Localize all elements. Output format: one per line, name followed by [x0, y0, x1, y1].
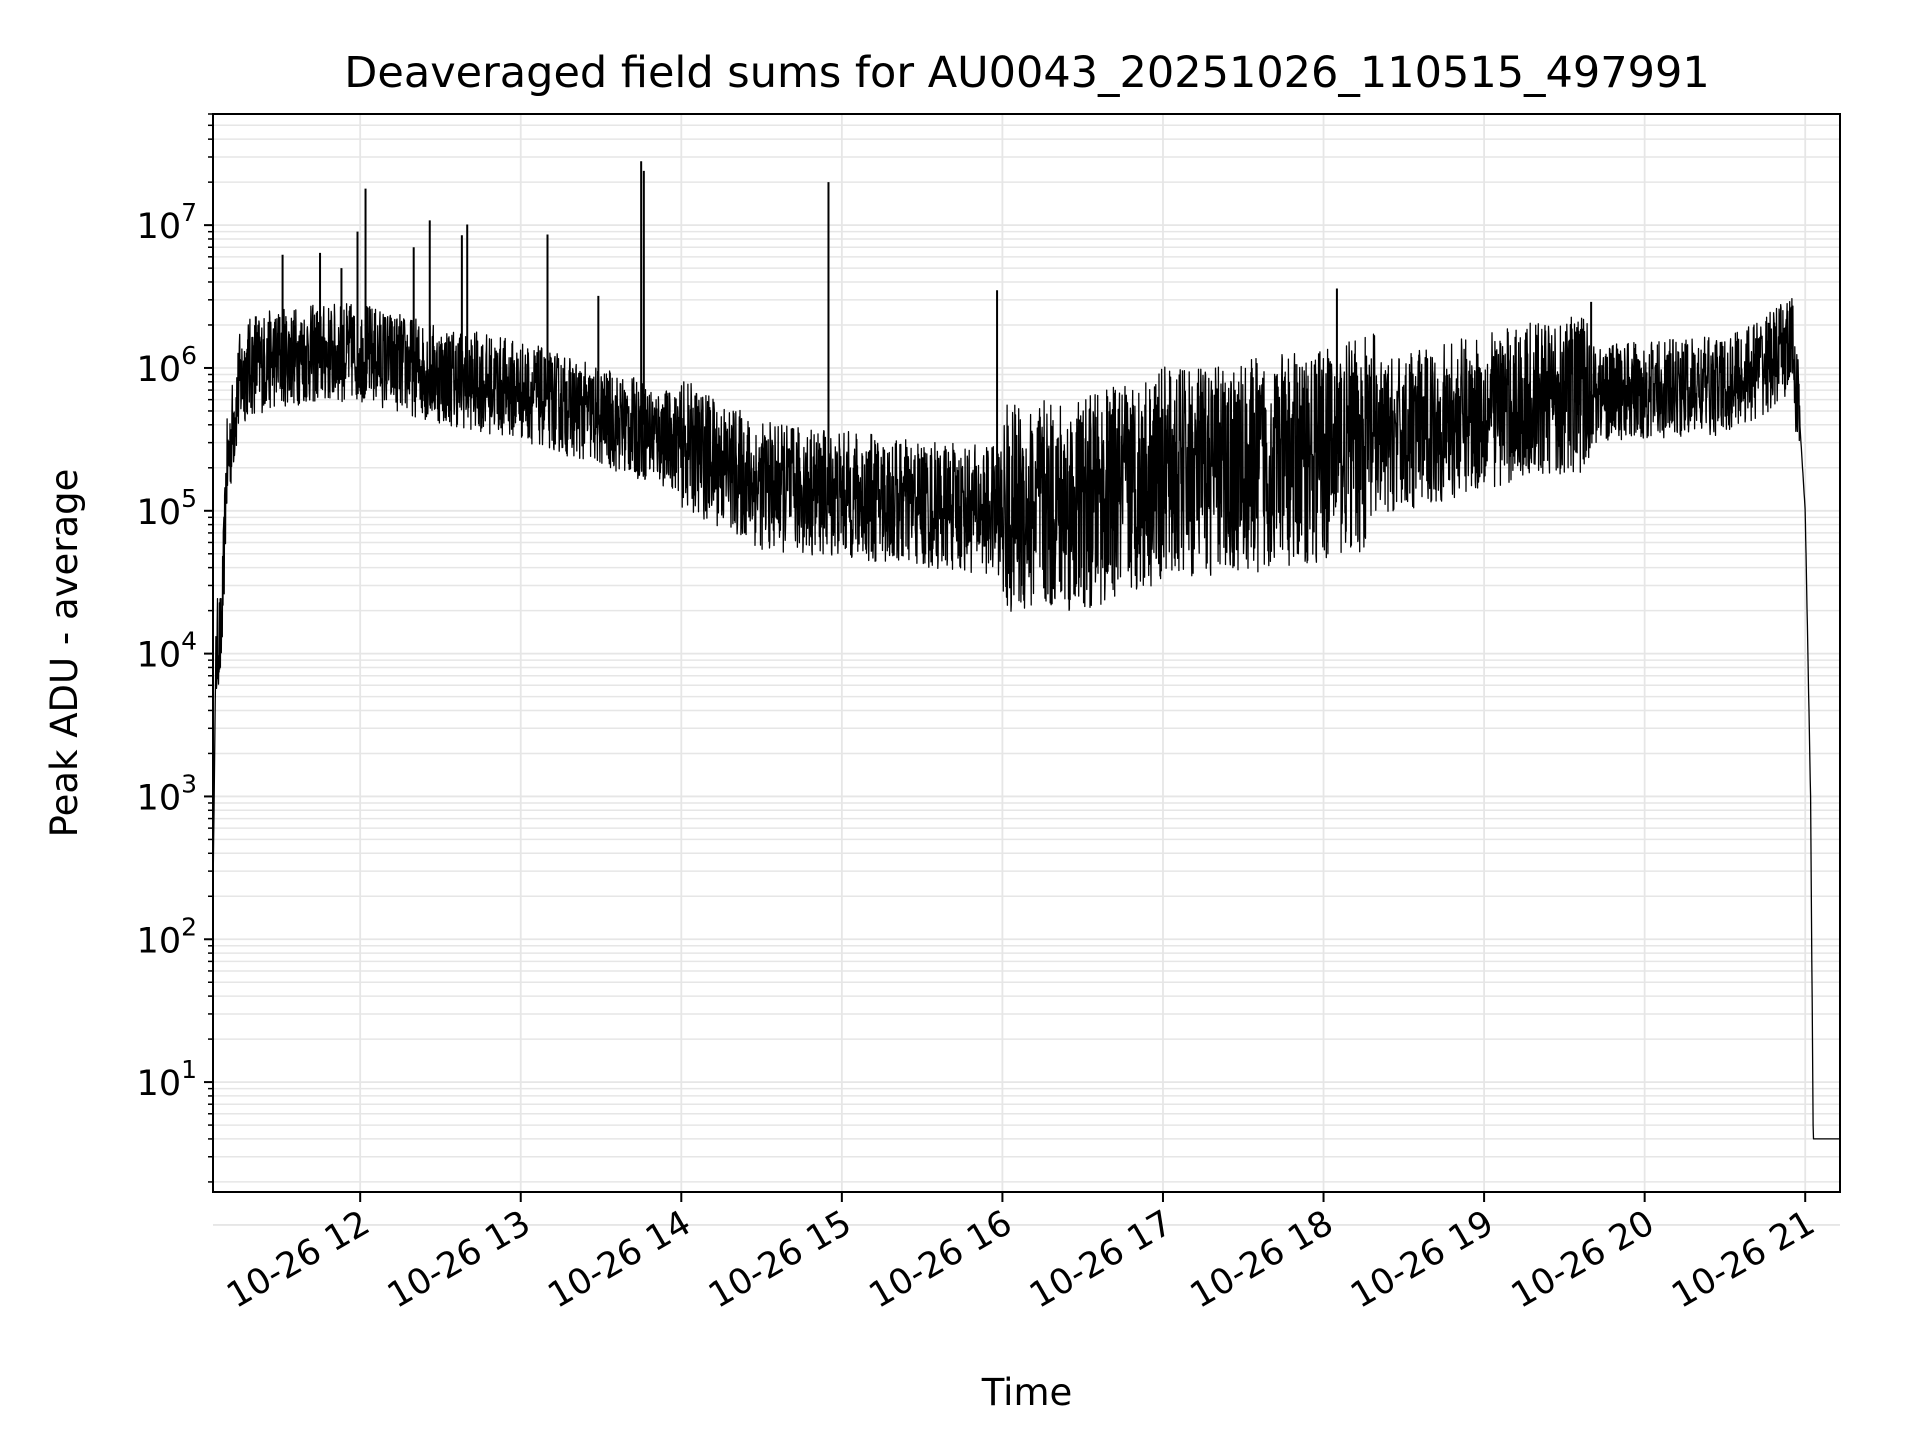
plot-area	[212, 113, 1841, 1226]
y-tick-label: 102	[137, 912, 197, 961]
x-axis-label: Time	[981, 1371, 1073, 1414]
chart-title: Deaveraged field sums for AU0043_2025102…	[344, 48, 1709, 98]
y-axis-ticks: 101 102 103 104 105 106 107	[137, 113, 213, 1183]
y-tick-label: 107	[137, 198, 197, 247]
y-axis-label: Peak ADU - average	[43, 469, 86, 838]
y-tick-label: 101	[137, 1055, 197, 1104]
y-tick-label: 104	[137, 627, 197, 676]
y-tick-label: 105	[137, 484, 197, 533]
y-tick-label: 106	[137, 341, 197, 390]
y-tick-label: 103	[137, 769, 197, 818]
series-layer	[212, 161, 1841, 1140]
grid-major	[213, 114, 1840, 1226]
series-line	[212, 298, 1841, 1140]
